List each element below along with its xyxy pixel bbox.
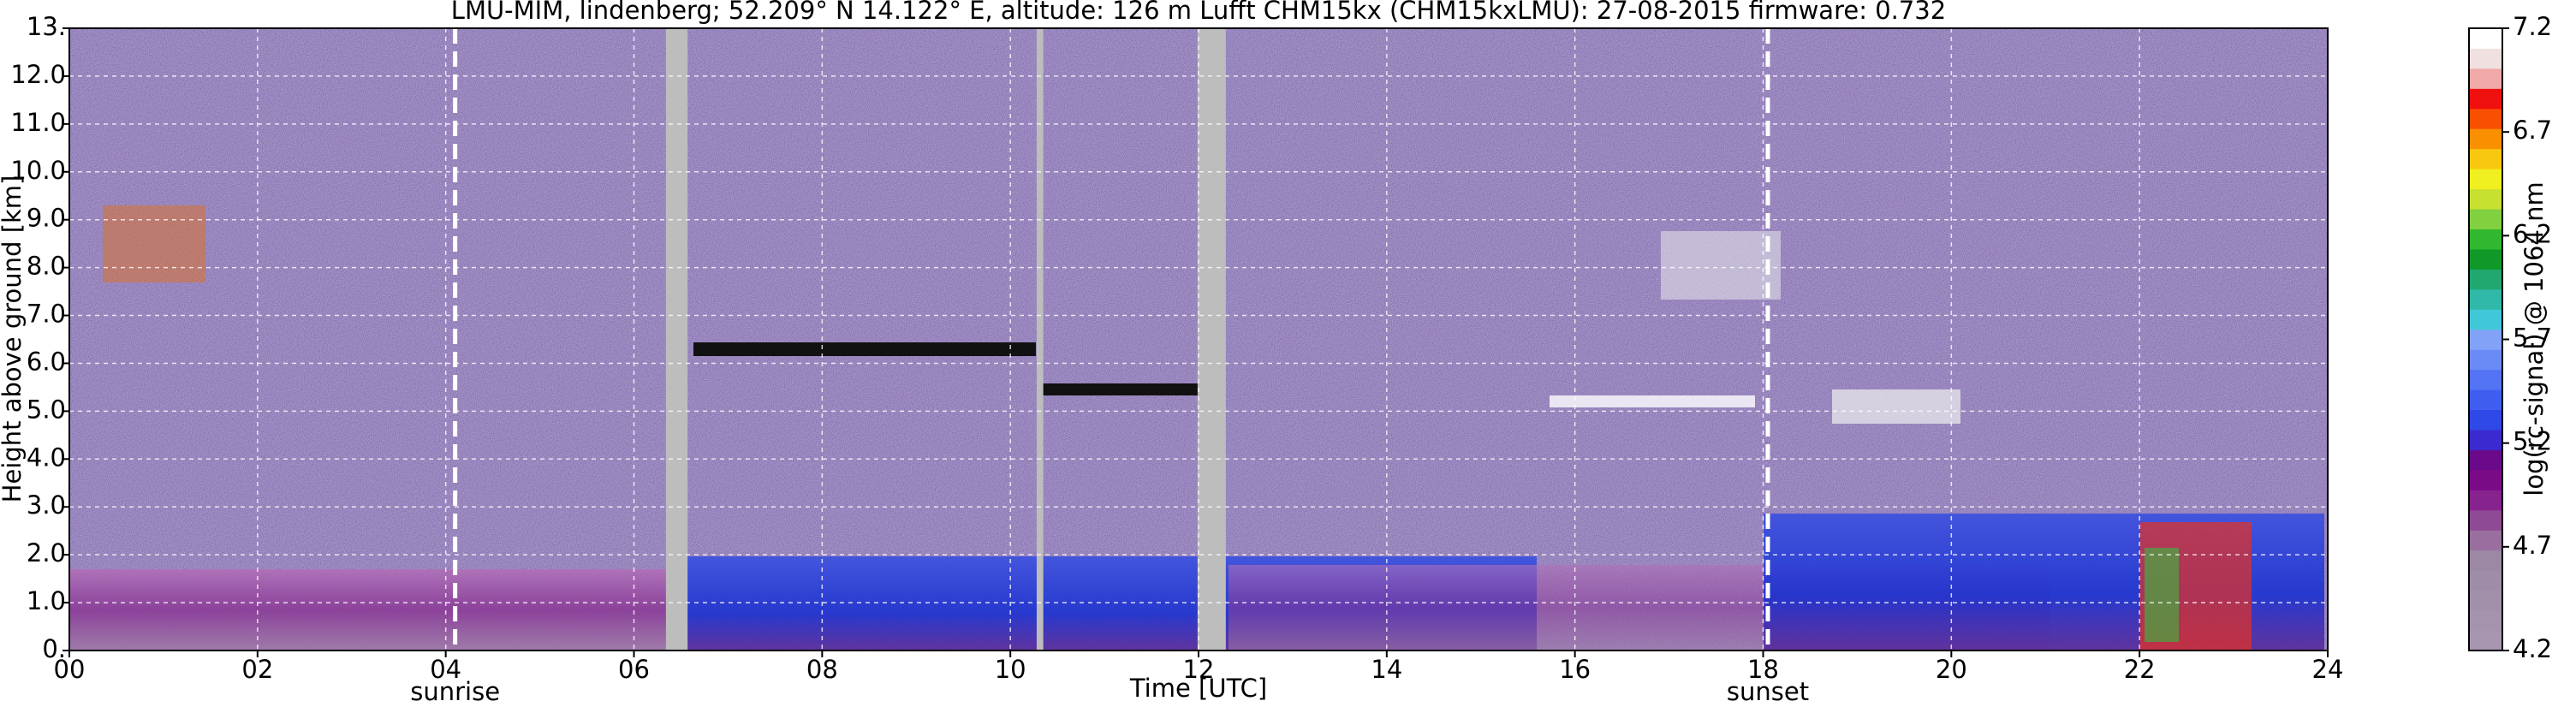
colorbar-segment (2469, 389, 2502, 411)
x-tick-label: 04 (430, 655, 461, 684)
colorbar-segment (2469, 449, 2502, 471)
colorbar-segment (2469, 369, 2502, 390)
colorbar-segment (2469, 630, 2502, 651)
colorbar-segment (2469, 570, 2502, 591)
x-tick-label: 00 (54, 655, 86, 684)
y-tick-label: 1.0 (27, 586, 66, 615)
colorbar-tick-label: 4.2 (2513, 634, 2552, 663)
y-axis-label: Height above ground [km] (0, 175, 27, 503)
colorbar-tick-label: 7.2 (2513, 12, 2552, 41)
colorbar-segment (2469, 188, 2502, 210)
x-tick-label: 10 (995, 655, 1026, 684)
x-tick-label: 02 (241, 655, 273, 684)
x-tick-label: 14 (1371, 655, 1402, 684)
x-tick-label: 16 (1559, 655, 1591, 684)
y-tick-label: 3.0 (27, 490, 66, 520)
y-tick-label: 6.0 (27, 347, 66, 376)
x-tick-label: 12 (1183, 655, 1215, 684)
colorbar-segment (2469, 349, 2502, 371)
y-tick-label: 2.0 (27, 538, 66, 567)
colorbar-segment (2469, 48, 2502, 69)
colorbar-tick-label: 5.2 (2513, 427, 2552, 456)
data-gap (665, 28, 688, 651)
colorbar-segment (2469, 209, 2502, 230)
colorbar-segment (2469, 530, 2502, 551)
colorbar-segment (2469, 329, 2502, 350)
y-tick-label: 7.0 (27, 300, 66, 329)
y-tick-label: 5.0 (27, 395, 66, 424)
colorbar-tick-label: 5.7 (2513, 324, 2552, 353)
colorbar-segment (2469, 28, 2502, 49)
y-tick-label: 0. (42, 634, 66, 663)
colorbar-segment (2469, 550, 2502, 571)
data-gap (1197, 28, 1226, 651)
x-tick-label: 20 (1936, 655, 1967, 684)
event-label: sunrise (410, 677, 500, 706)
colorbar-segment (2469, 229, 2502, 250)
x-tick-label: 18 (1747, 655, 1779, 684)
x-tick-label: 24 (2312, 655, 2344, 684)
colorbar-tick-label: 6.2 (2513, 219, 2552, 248)
colorbar-segment (2469, 409, 2502, 431)
y-tick-label: 10.0 (10, 156, 66, 185)
y-tick-label: 8.0 (27, 252, 66, 281)
colorbar-segment (2469, 148, 2502, 169)
colorbar-segment (2469, 68, 2502, 89)
y-tick-label: 9.0 (27, 204, 66, 233)
colorbar-segment (2469, 269, 2502, 290)
x-tick-label: 22 (2124, 655, 2156, 684)
x-axis-label: Time [UTC] (1129, 674, 1267, 703)
colorbar-segment (2469, 288, 2502, 310)
colorbar-segment (2469, 309, 2502, 330)
x-tick-label: 06 (618, 655, 650, 684)
colorbar-segment (2469, 610, 2502, 632)
y-tick-label: 4.0 (27, 443, 66, 472)
y-tick-label: 12.0 (10, 60, 66, 89)
x-tick-label: 08 (806, 655, 838, 684)
colorbar-segment (2469, 430, 2502, 450)
colorbar-segment (2469, 490, 2502, 511)
colorbar-tick-label: 6.7 (2513, 116, 2552, 145)
colorbar-segment (2469, 169, 2502, 190)
colorbar-segment (2469, 248, 2502, 270)
colorbar-tick-label: 4.7 (2513, 531, 2552, 560)
colorbar-segment (2469, 128, 2502, 150)
chart-title: LMU-MIM, lindenberg; 52.209° N 14.122° E… (451, 0, 1946, 25)
colorbar-segment (2469, 509, 2502, 531)
event-label: sunset (1727, 677, 1809, 706)
y-tick-label: 13. (27, 12, 66, 41)
colorbar-segment (2469, 590, 2502, 611)
colorbar-segment (2469, 108, 2502, 129)
colorbar-segment (2469, 88, 2502, 110)
colorbar-label: log(rc-signal) @ 1064 nm (2519, 181, 2549, 496)
data-gap (1036, 28, 1044, 651)
colorbar-segment (2469, 469, 2502, 490)
y-tick-label: 11.0 (10, 108, 66, 137)
